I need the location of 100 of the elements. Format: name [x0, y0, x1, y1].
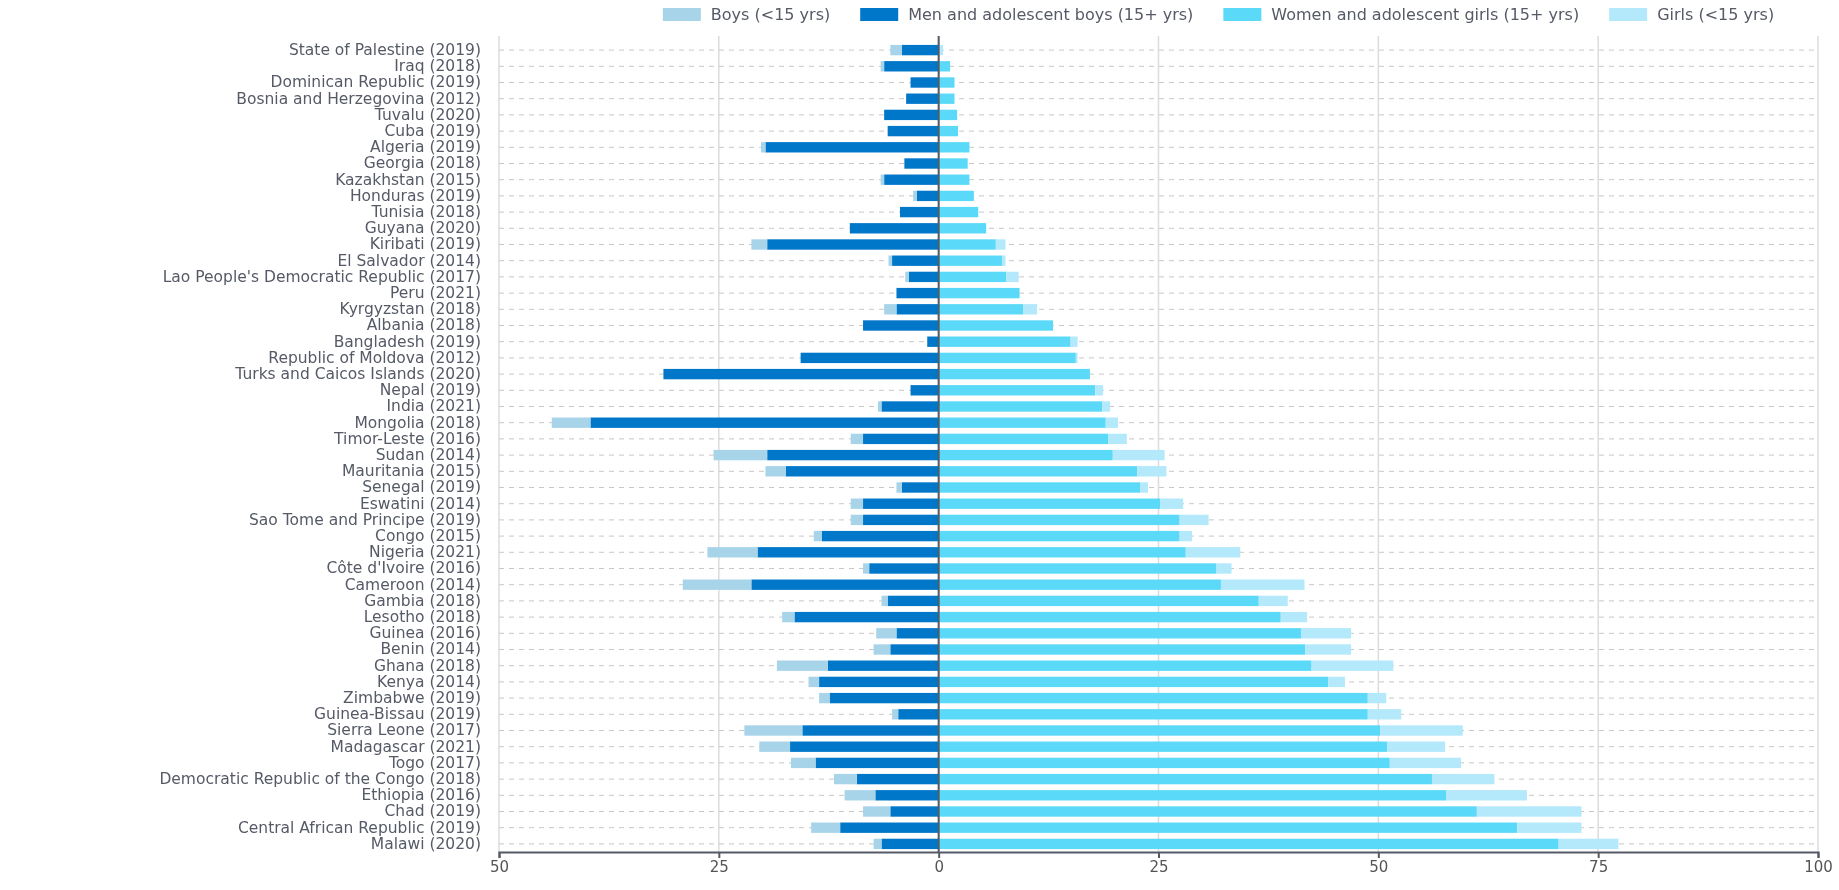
bar	[856, 773, 939, 785]
bar	[896, 304, 939, 315]
bar	[938, 628, 1301, 639]
bar	[938, 579, 1221, 590]
y-tick-label: Kiribati (2019)	[369, 235, 481, 254]
y-tick-label: El Salvador (2014)	[337, 251, 481, 270]
y-tick-label: Zimbabwe (2019)	[343, 689, 481, 708]
y-tick-label: Madagascar (2021)	[330, 737, 481, 756]
bar	[938, 304, 1024, 315]
bar	[938, 466, 1138, 477]
x-tick-label: 50	[1369, 857, 1389, 876]
y-tick-label: Congo (2015)	[375, 527, 481, 546]
y-tick-label: Cameroon (2014)	[344, 575, 481, 594]
legend-label: Women and adolescent girls (15+ yrs)	[1271, 5, 1580, 24]
bar	[938, 433, 1109, 445]
bar	[898, 709, 939, 720]
y-tick-label: Tuvalu (2020)	[373, 105, 481, 124]
y-tick-label: Benin (2014)	[380, 640, 481, 659]
bar	[863, 514, 939, 526]
bar	[938, 514, 1180, 526]
bar	[938, 644, 1306, 655]
bar	[938, 806, 1477, 817]
y-tick-label: Sierra Leone (2017)	[327, 721, 481, 740]
bar	[1387, 741, 1446, 752]
bar	[813, 530, 822, 542]
bar	[876, 628, 897, 639]
y-tick-label: Sudan (2014)	[375, 446, 481, 465]
bar	[765, 142, 939, 153]
bar	[1102, 401, 1111, 412]
bar	[884, 174, 939, 185]
bar	[1300, 628, 1352, 639]
bar	[938, 77, 955, 88]
bar	[901, 44, 939, 56]
y-tick-label: Iraq (2018)	[394, 57, 481, 76]
bar	[873, 838, 882, 850]
bar	[790, 757, 816, 769]
bar	[802, 725, 939, 736]
bar	[1095, 385, 1104, 396]
y-tick-label: Sao Tome and Principe (2019)	[249, 510, 481, 529]
bar	[815, 757, 939, 769]
bar	[834, 773, 857, 785]
bar	[1280, 611, 1308, 623]
y-tick-label: Togo (2017)	[387, 753, 481, 772]
bar	[910, 385, 939, 396]
y-tick-label: Ghana (2018)	[373, 656, 481, 675]
bar	[829, 692, 939, 704]
bar	[849, 223, 939, 234]
bar	[1070, 336, 1078, 347]
bar	[863, 498, 939, 509]
bar	[765, 466, 786, 477]
bar	[1431, 773, 1495, 785]
bar	[938, 676, 1329, 688]
bar	[794, 611, 939, 623]
bar	[713, 449, 768, 461]
bar	[884, 109, 939, 121]
bar	[938, 660, 1312, 671]
bar	[938, 595, 1259, 607]
y-tick-label: Albania (2018)	[366, 316, 481, 335]
y-tick-label: Central African Republic (2019)	[237, 818, 481, 837]
bar	[890, 644, 939, 655]
bar	[938, 530, 1180, 542]
y-tick-label: Peru (2021)	[390, 284, 481, 303]
y-tick-label: Guinea (2016)	[369, 624, 481, 643]
bar	[896, 287, 939, 299]
bar	[869, 563, 939, 574]
y-tick-label: Timor-Leste (2016)	[333, 429, 481, 448]
y-tick-label: Guyana (2020)	[364, 219, 481, 238]
y-tick-label: Honduras (2019)	[349, 186, 481, 205]
bar	[890, 806, 939, 817]
bar	[844, 790, 876, 801]
bar	[767, 449, 939, 461]
bar	[1006, 271, 1019, 283]
bar	[757, 547, 939, 558]
y-tick-label: Kazakhstan (2015)	[335, 170, 481, 189]
bar	[938, 287, 1020, 299]
bar	[663, 368, 939, 380]
bar	[1216, 563, 1232, 574]
bar	[938, 449, 1113, 461]
bar	[751, 579, 939, 590]
y-tick-label: Senegal (2019)	[362, 478, 481, 497]
legend-label: Girls (<15 yrs)	[1657, 5, 1775, 24]
bar	[927, 336, 939, 347]
bar	[800, 352, 939, 364]
bar	[938, 417, 1106, 428]
bar	[938, 223, 987, 234]
bar	[938, 757, 1390, 769]
y-tick-label: Chad (2019)	[384, 802, 481, 821]
y-tick-label: Cuba (2019)	[384, 122, 481, 141]
y-tick-label: Malawi (2020)	[370, 834, 481, 853]
bar	[827, 660, 939, 671]
y-tick-label: Mongolia (2018)	[354, 413, 481, 432]
bar	[905, 271, 909, 283]
y-tick-label: Turks and Caicos Islands (2020)	[234, 365, 481, 384]
bar	[1328, 676, 1345, 688]
x-tick-label: 50	[489, 857, 510, 876]
y-tick-label: State of Palestine (2019)	[288, 41, 481, 60]
bar	[938, 498, 1161, 509]
bar	[1305, 644, 1352, 655]
bar	[1179, 530, 1192, 542]
bar	[782, 611, 795, 623]
